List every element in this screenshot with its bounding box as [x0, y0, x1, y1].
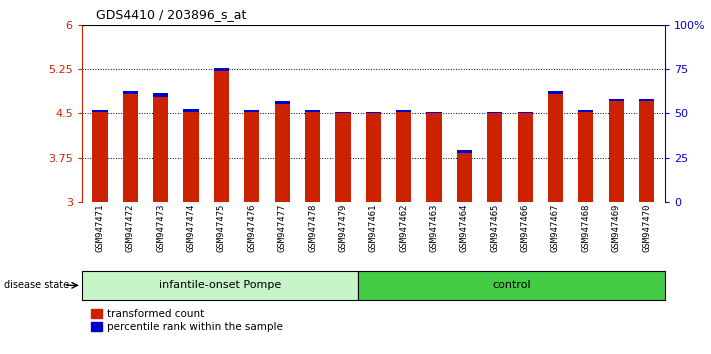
Bar	[639, 98, 654, 102]
Text: GSM947469: GSM947469	[611, 204, 621, 252]
Bar	[336, 112, 351, 113]
Bar	[578, 110, 594, 112]
Text: GSM947466: GSM947466	[520, 204, 530, 252]
Text: GSM947470: GSM947470	[642, 204, 651, 252]
Bar	[609, 102, 624, 202]
Bar	[639, 102, 654, 202]
Text: GSM947463: GSM947463	[429, 204, 439, 252]
Text: GSM947465: GSM947465	[491, 204, 499, 252]
Bar	[183, 112, 198, 202]
Bar	[548, 95, 563, 202]
Text: disease state: disease state	[4, 280, 69, 290]
Bar	[365, 113, 381, 202]
Bar	[609, 98, 624, 102]
Bar	[336, 113, 351, 202]
Text: GSM947476: GSM947476	[247, 204, 256, 252]
Bar	[427, 113, 442, 202]
Bar	[487, 112, 503, 113]
Text: GSM947468: GSM947468	[582, 204, 590, 252]
Text: GSM947471: GSM947471	[95, 204, 105, 252]
Bar	[153, 97, 169, 202]
Bar	[274, 102, 290, 104]
Bar	[153, 93, 169, 97]
Text: GSM947474: GSM947474	[186, 204, 196, 252]
Text: control: control	[492, 280, 530, 290]
Text: GSM947473: GSM947473	[156, 204, 165, 252]
Text: GDS4410 / 203896_s_at: GDS4410 / 203896_s_at	[96, 8, 246, 21]
Bar	[123, 95, 138, 202]
Bar	[244, 112, 260, 202]
Text: GSM947477: GSM947477	[278, 204, 287, 252]
Text: GSM947461: GSM947461	[369, 204, 378, 252]
Text: infantile-onset Pompe: infantile-onset Pompe	[159, 280, 281, 290]
Text: GSM947472: GSM947472	[126, 204, 135, 252]
Bar	[518, 113, 533, 202]
Bar	[214, 68, 229, 71]
Bar	[305, 112, 320, 202]
Bar	[578, 112, 594, 202]
Bar	[92, 112, 107, 202]
Bar	[82, 271, 358, 300]
Bar	[274, 104, 290, 202]
Text: GSM947479: GSM947479	[338, 204, 348, 252]
Bar	[427, 112, 442, 113]
Bar	[183, 109, 198, 112]
Bar	[456, 153, 472, 202]
Bar	[92, 110, 107, 112]
Bar	[396, 112, 411, 202]
Bar	[456, 150, 472, 153]
Text: GSM947464: GSM947464	[460, 204, 469, 252]
Bar	[548, 91, 563, 95]
Bar	[305, 110, 320, 112]
Bar	[244, 110, 260, 112]
Bar	[365, 112, 381, 113]
Legend: transformed count, percentile rank within the sample: transformed count, percentile rank withi…	[87, 305, 287, 337]
Text: GSM947467: GSM947467	[551, 204, 560, 252]
Bar	[518, 112, 533, 113]
Bar	[214, 71, 229, 202]
Text: GSM947475: GSM947475	[217, 204, 226, 252]
Bar	[358, 271, 665, 300]
Bar	[396, 110, 411, 112]
Text: GSM947462: GSM947462	[399, 204, 408, 252]
Bar	[487, 113, 503, 202]
Text: GSM947478: GSM947478	[308, 204, 317, 252]
Bar	[123, 91, 138, 95]
